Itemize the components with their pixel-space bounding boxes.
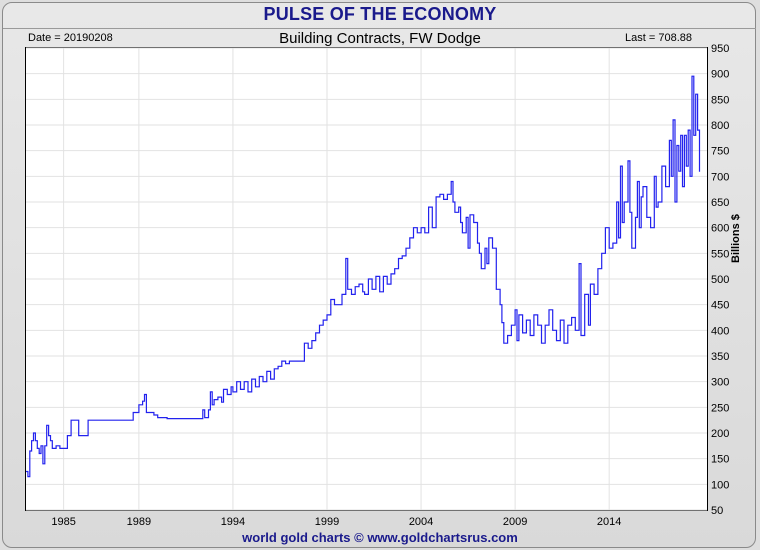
y-tick-label: 950 (711, 43, 729, 55)
x-tick-label: 1994 (221, 516, 245, 528)
y-tick-label: 150 (711, 454, 729, 466)
y-axis-label: Billions $ (730, 214, 742, 263)
x-tick-label: 1985 (51, 516, 75, 528)
title-divider (3, 28, 756, 29)
y-tick-label: 900 (711, 69, 729, 81)
chart-title: Building Contracts, FW Dodge (279, 30, 481, 47)
y-tick-label: 500 (711, 274, 729, 286)
y-tick-label: 700 (711, 171, 729, 183)
y-tick-label: 200 (711, 428, 729, 440)
footer-credit: world gold charts © www.goldchartsrus.co… (242, 530, 518, 545)
y-tick-label: 850 (711, 94, 729, 106)
y-tick-label: 100 (711, 479, 729, 491)
x-tick-label: 2009 (503, 516, 527, 528)
y-tick-label: 450 (711, 300, 729, 312)
y-tick-label: 800 (711, 120, 729, 132)
y-tick-label: 350 (711, 351, 729, 363)
date-label: Date = 20190208 (28, 32, 113, 44)
y-tick-label: 650 (711, 197, 729, 209)
page-title: PULSE OF THE ECONOMY (263, 4, 497, 24)
y-tick-label: 400 (711, 325, 729, 337)
x-tick-label: 2004 (409, 516, 433, 528)
series-line (26, 75, 701, 478)
x-tick-label: 1999 (315, 516, 339, 528)
y-tick-label: 550 (711, 248, 729, 260)
y-tick-label: 250 (711, 402, 729, 414)
last-value-label: Last = 708.88 (625, 32, 692, 44)
y-tick-label: 750 (711, 146, 729, 158)
y-tick-label: 600 (711, 223, 729, 235)
y-tick-label: 300 (711, 377, 729, 389)
y-tick-label: 50 (711, 505, 723, 517)
x-tick-label: 1989 (127, 516, 151, 528)
x-tick-label: 2014 (597, 516, 621, 528)
